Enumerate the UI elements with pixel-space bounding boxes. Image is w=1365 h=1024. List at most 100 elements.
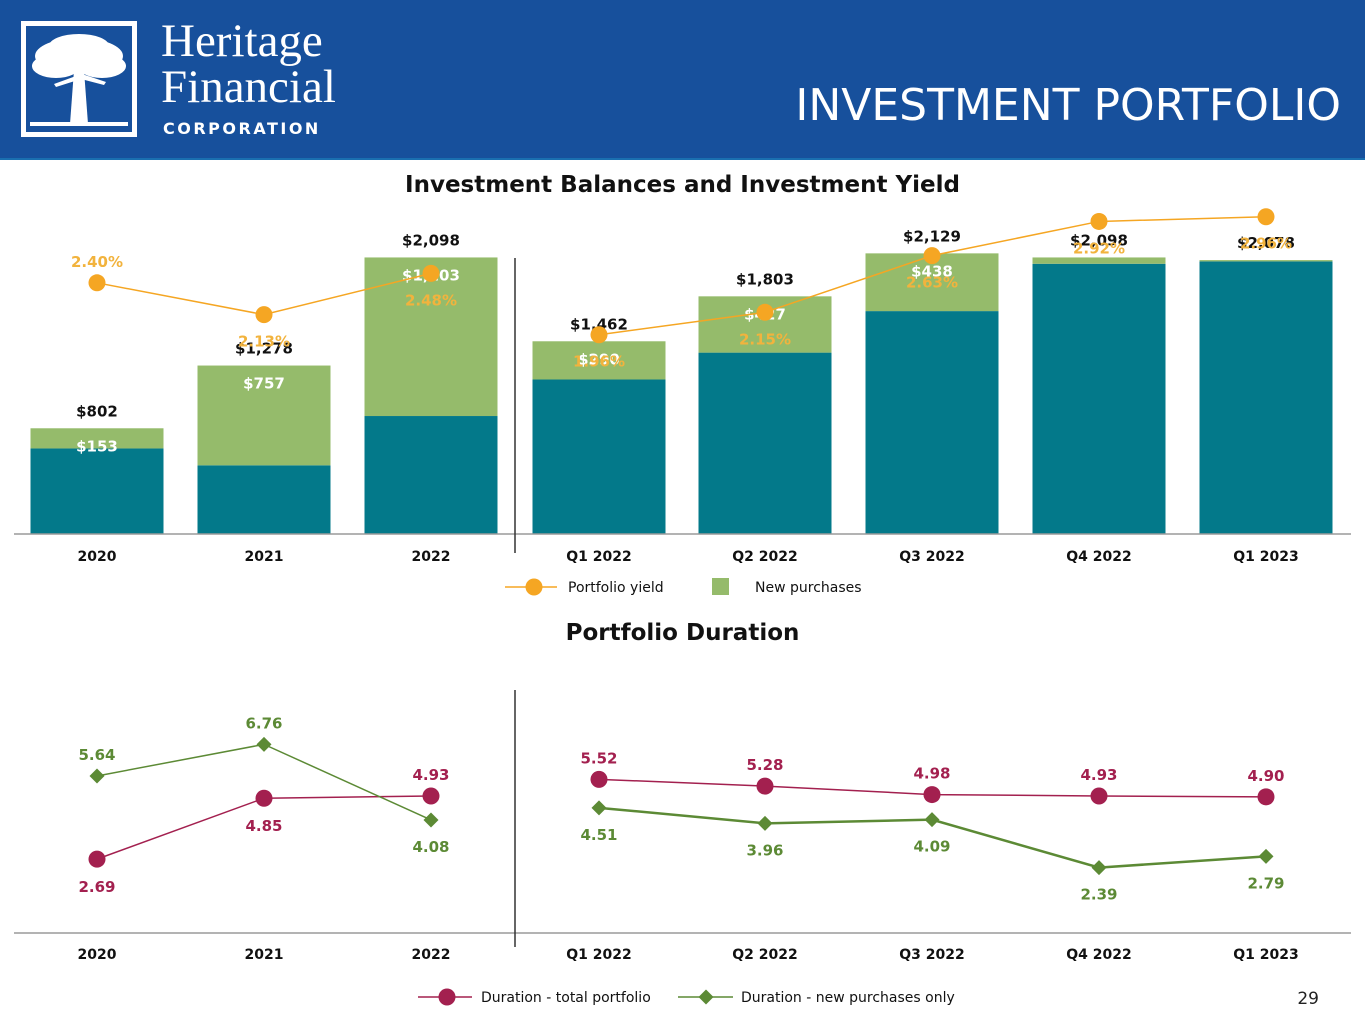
- total-label-2020: $802: [76, 402, 118, 420]
- yield-point-q4-2022: [1090, 212, 1108, 230]
- legend-yield-label: Portfolio yield: [568, 580, 664, 596]
- yield-label-2022: 2.48%: [405, 291, 457, 309]
- purchase-label-2020: $153: [76, 437, 118, 455]
- new-purchases-bar-q1-2022: [532, 341, 666, 380]
- logo-line-3: CORPORATION: [163, 119, 321, 138]
- purchase-label-q1-2022: $290: [578, 350, 620, 368]
- duration-total-point-q1-2022: [590, 770, 608, 788]
- x-tick-q1-2022: Q1 2022: [566, 947, 631, 963]
- x-tick-q1-2023: Q1 2023: [1233, 549, 1298, 565]
- yield-point-q2-2022: [756, 303, 774, 321]
- new-purchases-bar-q4-2022: [1032, 257, 1166, 264]
- yield-label-q4-2022: 2.92%: [1073, 239, 1125, 257]
- x-tick-q4-2022: Q4 2022: [1066, 947, 1131, 963]
- legend-purchases-label: New purchases: [755, 580, 862, 596]
- x-tick-2021: 2021: [245, 947, 284, 963]
- duration-total-point-q3-2022: [923, 786, 941, 804]
- yield-point-2022: [422, 264, 440, 282]
- duration-total-point-q1-2023: [1257, 788, 1275, 806]
- duration-new-purchases-label-q4-2022: 2.39: [1080, 886, 1117, 904]
- x-tick-2020: 2020: [78, 947, 117, 963]
- duration-new-purchases-point-2020: [89, 768, 105, 784]
- duration-total-label-2020: 2.69: [78, 878, 115, 896]
- duration-total-label-q1-2022: 5.52: [580, 749, 617, 767]
- x-tick-2022: 2022: [412, 947, 451, 963]
- x-tick-q1-2023: Q1 2023: [1233, 947, 1298, 963]
- yield-point-q1-2023: [1257, 208, 1275, 226]
- total-label-q3-2022: $2,129: [903, 227, 961, 245]
- existing-balance-bar-q1-2022: [532, 379, 666, 534]
- duration-new-purchases-point-q1-2023: [1258, 848, 1274, 864]
- yield-label-2020: 2.40%: [71, 253, 123, 271]
- legend-new-purchases-marker: [698, 989, 714, 1005]
- existing-balance-bar-q4-2022: [1032, 263, 1166, 534]
- duration-new-purchases-point-q4-2022: [1091, 860, 1107, 876]
- existing-balance-bar-q2-2022: [698, 352, 832, 534]
- duration-new-purchases-label-q1-2022: 4.51: [580, 826, 617, 844]
- x-tick-2020: 2020: [78, 549, 117, 565]
- existing-balance-bar-2021: [197, 465, 331, 534]
- duration-new-purchases-point-q1-2022: [591, 800, 607, 816]
- x-tick-q4-2022: Q4 2022: [1066, 549, 1131, 565]
- duration-total-label-q4-2022: 4.93: [1080, 766, 1117, 784]
- logo-wordmark: Heritage Financial: [161, 15, 336, 113]
- new-purchases-bar-2021: [197, 365, 331, 466]
- duration-total-point-q4-2022: [1090, 787, 1108, 805]
- x-tick-q1-2022: Q1 2022: [566, 549, 631, 565]
- duration-total-point-2022: [422, 787, 440, 805]
- purchase-label-q3-2022: $438: [911, 262, 953, 280]
- yield-point-2021: [255, 306, 273, 324]
- balances-chart-title: Investment Balances and Investment Yield: [405, 172, 960, 198]
- duration-total-label-2021: 4.85: [245, 817, 282, 835]
- x-tick-q2-2022: Q2 2022: [732, 549, 797, 565]
- duration-new-purchases-label-2021: 6.76: [245, 714, 282, 732]
- yield-label-q3-2022: 2.63%: [906, 274, 958, 292]
- total-label-q2-2022: $1,803: [736, 270, 794, 288]
- duration-total-point-q2-2022: [756, 777, 774, 795]
- duration-new-purchases-point-q2-2022: [757, 815, 773, 831]
- duration-total-point-2020: [88, 850, 106, 868]
- duration-new-purchases-label-q3-2022: 4.09: [913, 838, 950, 856]
- duration-total-label-2022: 4.93: [412, 766, 449, 784]
- duration-new-purchases-label-2022: 4.08: [412, 838, 449, 856]
- duration-new-purchases-point-q3-2022: [924, 812, 940, 828]
- yield-label-q2-2022: 2.15%: [739, 330, 791, 348]
- existing-balance-bar-2022: [364, 416, 498, 534]
- tree-logo-icon: [21, 21, 137, 137]
- page-number: 29: [1297, 989, 1319, 1009]
- duration-new-purchases-label-2020: 5.64: [78, 746, 115, 764]
- total-label-q4-2022: $2,098: [1070, 231, 1128, 249]
- purchase-label-2021: $757: [243, 375, 285, 393]
- existing-balance-bar-q1-2023: [1199, 261, 1333, 534]
- yield-point-q3-2022: [923, 247, 941, 265]
- x-tick-q3-2022: Q3 2022: [899, 549, 964, 565]
- yield-point-q1-2022: [590, 326, 608, 344]
- new-purchases-bar-2020: [30, 428, 164, 449]
- page-title: INVESTMENT PORTFOLIO: [795, 80, 1341, 131]
- legend-yield-marker: [525, 578, 543, 596]
- balances-yield-chart: $802$1532020$1,278$7572021$2,098$1,20320…: [14, 208, 1351, 596]
- duration-total-label-q3-2022: 4.98: [913, 765, 950, 783]
- total-label-2022: $2,098: [402, 231, 460, 249]
- legend-total-marker: [438, 988, 456, 1006]
- duration-new-purchases-label-q1-2023: 2.79: [1247, 874, 1284, 892]
- x-tick-q3-2022: Q3 2022: [899, 947, 964, 963]
- yield-label-q1-2023: 2.96%: [1240, 235, 1292, 253]
- total-label-q1-2022: $1,462: [570, 315, 628, 333]
- logo-line-1: Heritage: [161, 15, 323, 67]
- new-purchases-bar-q1-2023: [1199, 260, 1333, 262]
- legend-new-purchases-label: Duration - new purchases only: [741, 990, 955, 1006]
- duration-new-purchases-point-2022: [423, 812, 439, 828]
- duration-total-label-q1-2023: 4.90: [1247, 767, 1284, 785]
- page-header: Heritage Financial CORPORATION INVESTMEN…: [0, 0, 1365, 160]
- yield-label-2021: 2.13%: [238, 333, 290, 351]
- total-label-2021: $1,278: [235, 340, 293, 358]
- x-tick-2021: 2021: [245, 549, 284, 565]
- duration-new-purchases-line-annual: [96, 743, 432, 821]
- duration-chart-title: Portfolio Duration: [565, 620, 800, 646]
- legend-purchases-swatch: [712, 578, 729, 595]
- legend-total-label: Duration - total portfolio: [481, 990, 651, 1006]
- logo-line-2: Financial: [161, 61, 336, 113]
- total-label-q1-2023: $2,078: [1237, 234, 1295, 252]
